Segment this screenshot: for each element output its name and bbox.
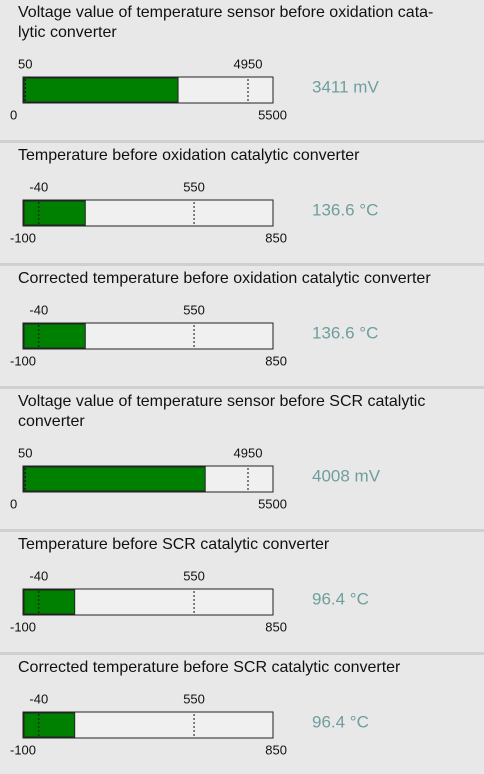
limit-label: -40 (29, 179, 48, 194)
range-max: 850 (265, 619, 287, 634)
limit-label: 550 (183, 302, 205, 317)
value-readout: 4008 mV (312, 466, 381, 485)
range-min: -100 (10, 353, 36, 368)
range-min: -100 (10, 230, 36, 245)
panel (0, 0, 484, 140)
range-min: -100 (10, 742, 36, 757)
range-max: 5500 (258, 107, 287, 122)
panel-title: Temperature before oxidation catalytic c… (18, 147, 360, 164)
separator (0, 652, 484, 655)
value-readout: 136.6 °C (312, 323, 378, 342)
gauge-fill (23, 200, 86, 226)
range-min: -100 (10, 619, 36, 634)
separator (0, 263, 484, 266)
range-max: 850 (265, 742, 287, 757)
value-readout: 3411 mV (312, 77, 379, 96)
limit-label: 550 (183, 179, 205, 194)
gauge-fill (23, 323, 86, 349)
limit-label: 550 (183, 568, 205, 583)
gauge-fill (23, 589, 76, 615)
panel-title: Voltage value of temperature sensor befo… (18, 4, 433, 21)
panel-title: Temperature before SCR catalytic convert… (18, 536, 330, 553)
value-readout: 96.4 °C (312, 589, 369, 608)
limit-label: 50 (18, 445, 32, 460)
panel-title: Corrected temperature before oxidation c… (18, 270, 431, 287)
limit-label: -40 (29, 691, 48, 706)
panel-title: Corrected temperature before SCR catalyt… (18, 659, 401, 676)
value-readout: 96.4 °C (312, 712, 369, 731)
gauge-fill (23, 466, 206, 492)
limit-label: -40 (29, 568, 48, 583)
panel-title: lytic converter (18, 24, 117, 41)
panel-title: Voltage value of temperature sensor befo… (18, 393, 425, 410)
separator (0, 529, 484, 532)
limit-label: 550 (183, 691, 205, 706)
limit-label: 4950 (234, 56, 263, 71)
separator (0, 386, 484, 389)
separator (0, 140, 484, 143)
value-readout: 136.6 °C (312, 200, 378, 219)
gauge-fill (23, 77, 179, 103)
range-min: 0 (10, 107, 17, 122)
limit-label: 4950 (234, 445, 263, 460)
gauge-fill (23, 712, 76, 738)
panel (0, 389, 484, 529)
range-max: 850 (265, 230, 287, 245)
limit-label: 50 (18, 56, 32, 71)
limit-label: -40 (29, 302, 48, 317)
panel-title: converter (18, 413, 85, 430)
range-max: 850 (265, 353, 287, 368)
range-max: 5500 (258, 496, 287, 511)
range-min: 0 (10, 496, 17, 511)
